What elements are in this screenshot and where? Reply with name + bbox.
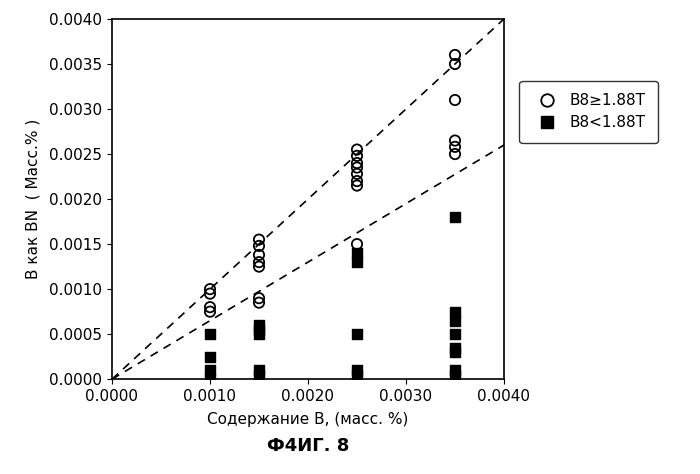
Point: [351, 170, 363, 178]
Point: [204, 375, 216, 383]
Point: [204, 303, 216, 311]
Point: [351, 330, 363, 338]
Point: [449, 348, 461, 356]
Point: [449, 317, 461, 325]
Point: [449, 96, 461, 104]
Text: Ф4ИГ. 8: Ф4ИГ. 8: [267, 437, 349, 455]
Point: [449, 150, 461, 158]
Point: [253, 326, 265, 334]
Point: [351, 249, 363, 257]
Point: [253, 236, 265, 244]
Point: [253, 294, 265, 302]
Point: [253, 371, 265, 379]
Point: [351, 182, 363, 190]
Point: [449, 371, 461, 379]
Point: [204, 366, 216, 374]
Point: [253, 242, 265, 250]
Point: [351, 258, 363, 266]
Point: [351, 152, 363, 160]
Point: [449, 366, 461, 374]
Point: [351, 159, 363, 167]
Point: [449, 213, 461, 221]
Point: [449, 330, 461, 338]
Point: [253, 321, 265, 329]
Point: [253, 330, 265, 338]
Point: [253, 251, 265, 259]
Point: [449, 60, 461, 68]
Point: [253, 258, 265, 266]
Point: [204, 285, 216, 293]
Point: [253, 263, 265, 270]
Point: [449, 51, 461, 59]
Point: [449, 308, 461, 316]
Point: [204, 353, 216, 361]
Point: [204, 290, 216, 298]
Legend: B8≥1.88T, B8<1.88T: B8≥1.88T, B8<1.88T: [519, 81, 658, 143]
Point: [351, 371, 363, 379]
Y-axis label: B как BN  ( Масс.% ): B как BN ( Масс.% ): [26, 119, 41, 279]
X-axis label: Содержание B, (масс. %): Содержание B, (масс. %): [207, 412, 409, 427]
Point: [449, 143, 461, 151]
Point: [204, 330, 216, 338]
Point: [204, 308, 216, 316]
Point: [351, 146, 363, 154]
Point: [351, 240, 363, 248]
Point: [449, 344, 461, 352]
Point: [449, 137, 461, 145]
Point: [351, 177, 363, 185]
Point: [351, 164, 363, 172]
Point: [253, 299, 265, 307]
Point: [253, 366, 265, 374]
Point: [351, 366, 363, 374]
